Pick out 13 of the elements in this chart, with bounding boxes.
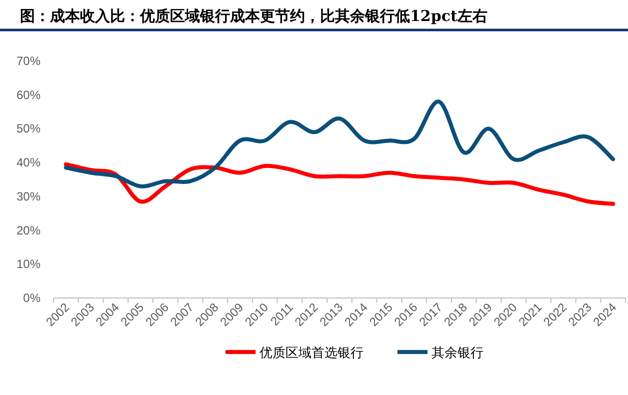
y-tick-label: 0% — [23, 291, 41, 305]
legend-label: 其余银行 — [432, 345, 484, 360]
chart-title: 图：成本收入比：优质区域银行成本更节约，比其余银行低12pct左右 — [20, 7, 488, 25]
line-series — [64, 100, 616, 188]
legend-label: 优质区域首选银行 — [260, 345, 364, 360]
y-tick-label: 60% — [16, 88, 41, 102]
y-tick-label: 20% — [16, 223, 41, 238]
y-tick-label: 70% — [16, 54, 41, 68]
y-tick-label: 10% — [16, 257, 41, 272]
y-tick-label: 40% — [16, 156, 41, 170]
line-series — [64, 162, 616, 206]
y-tick-label: 30% — [16, 189, 41, 204]
y-tick-label: 50% — [16, 122, 41, 136]
